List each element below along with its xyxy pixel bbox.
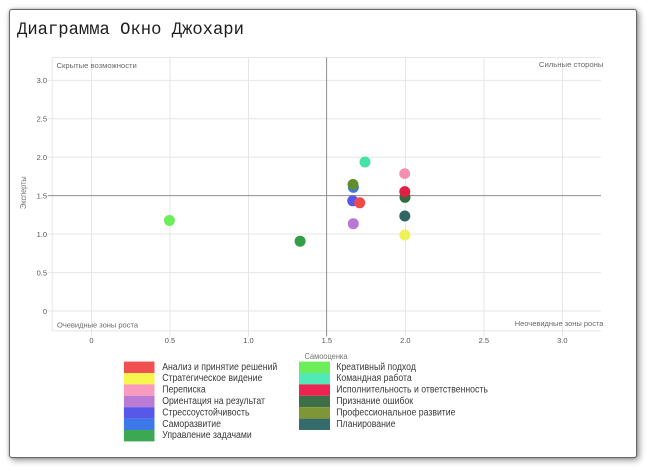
- svg-text:Саморазвитие: Саморазвитие: [162, 419, 221, 430]
- svg-text:Стрессоустойчивость: Стрессоустойчивость: [162, 407, 249, 418]
- svg-text:0.5: 0.5: [165, 336, 175, 345]
- svg-text:1.0: 1.0: [37, 230, 47, 239]
- svg-text:1.0: 1.0: [243, 336, 253, 345]
- svg-text:2.5: 2.5: [479, 336, 489, 345]
- svg-text:Самооценка: Самооценка: [305, 352, 349, 361]
- svg-text:Управление задачами: Управление задачами: [162, 430, 252, 441]
- svg-text:Скрытые возможности: Скрытые возможности: [57, 61, 137, 70]
- svg-text:0: 0: [43, 307, 47, 316]
- svg-text:1.5: 1.5: [37, 191, 47, 200]
- svg-text:Планирование: Планирование: [336, 419, 396, 430]
- svg-text:Исполнительность и ответственн: Исполнительность и ответственность: [336, 385, 488, 396]
- svg-text:3.0: 3.0: [37, 76, 47, 85]
- svg-text:3.0: 3.0: [557, 336, 567, 345]
- svg-text:Анализ и принятие решений: Анализ и принятие решений: [162, 362, 277, 373]
- svg-text:Креативный подход: Креативный подход: [336, 362, 416, 373]
- svg-text:Сильные стороны: Сильные стороны: [539, 60, 604, 69]
- svg-text:Командная работа: Командная работа: [336, 372, 412, 384]
- svg-text:0.5: 0.5: [37, 268, 47, 277]
- svg-text:0: 0: [89, 336, 93, 345]
- svg-text:Эксперты: Эксперты: [19, 176, 28, 209]
- svg-text:Признание ошибок: Признание ошибок: [336, 395, 413, 407]
- svg-text:2.0: 2.0: [400, 336, 410, 345]
- svg-text:2.0: 2.0: [37, 153, 47, 162]
- svg-text:Неочевидные зоны роста: Неочевидные зоны роста: [515, 319, 604, 328]
- svg-text:2.5: 2.5: [37, 115, 47, 124]
- svg-text:Профессиональное развитие: Профессиональное развитие: [336, 406, 456, 418]
- svg-text:Переписка: Переписка: [162, 385, 206, 396]
- svg-text:Стратегическое видение: Стратегическое видение: [162, 373, 262, 384]
- svg-text:Ориентация на результат: Ориентация на результат: [162, 396, 265, 407]
- svg-text:1.5: 1.5: [322, 336, 332, 345]
- svg-text:Очевидные зоны роста: Очевидные зоны роста: [57, 320, 139, 329]
